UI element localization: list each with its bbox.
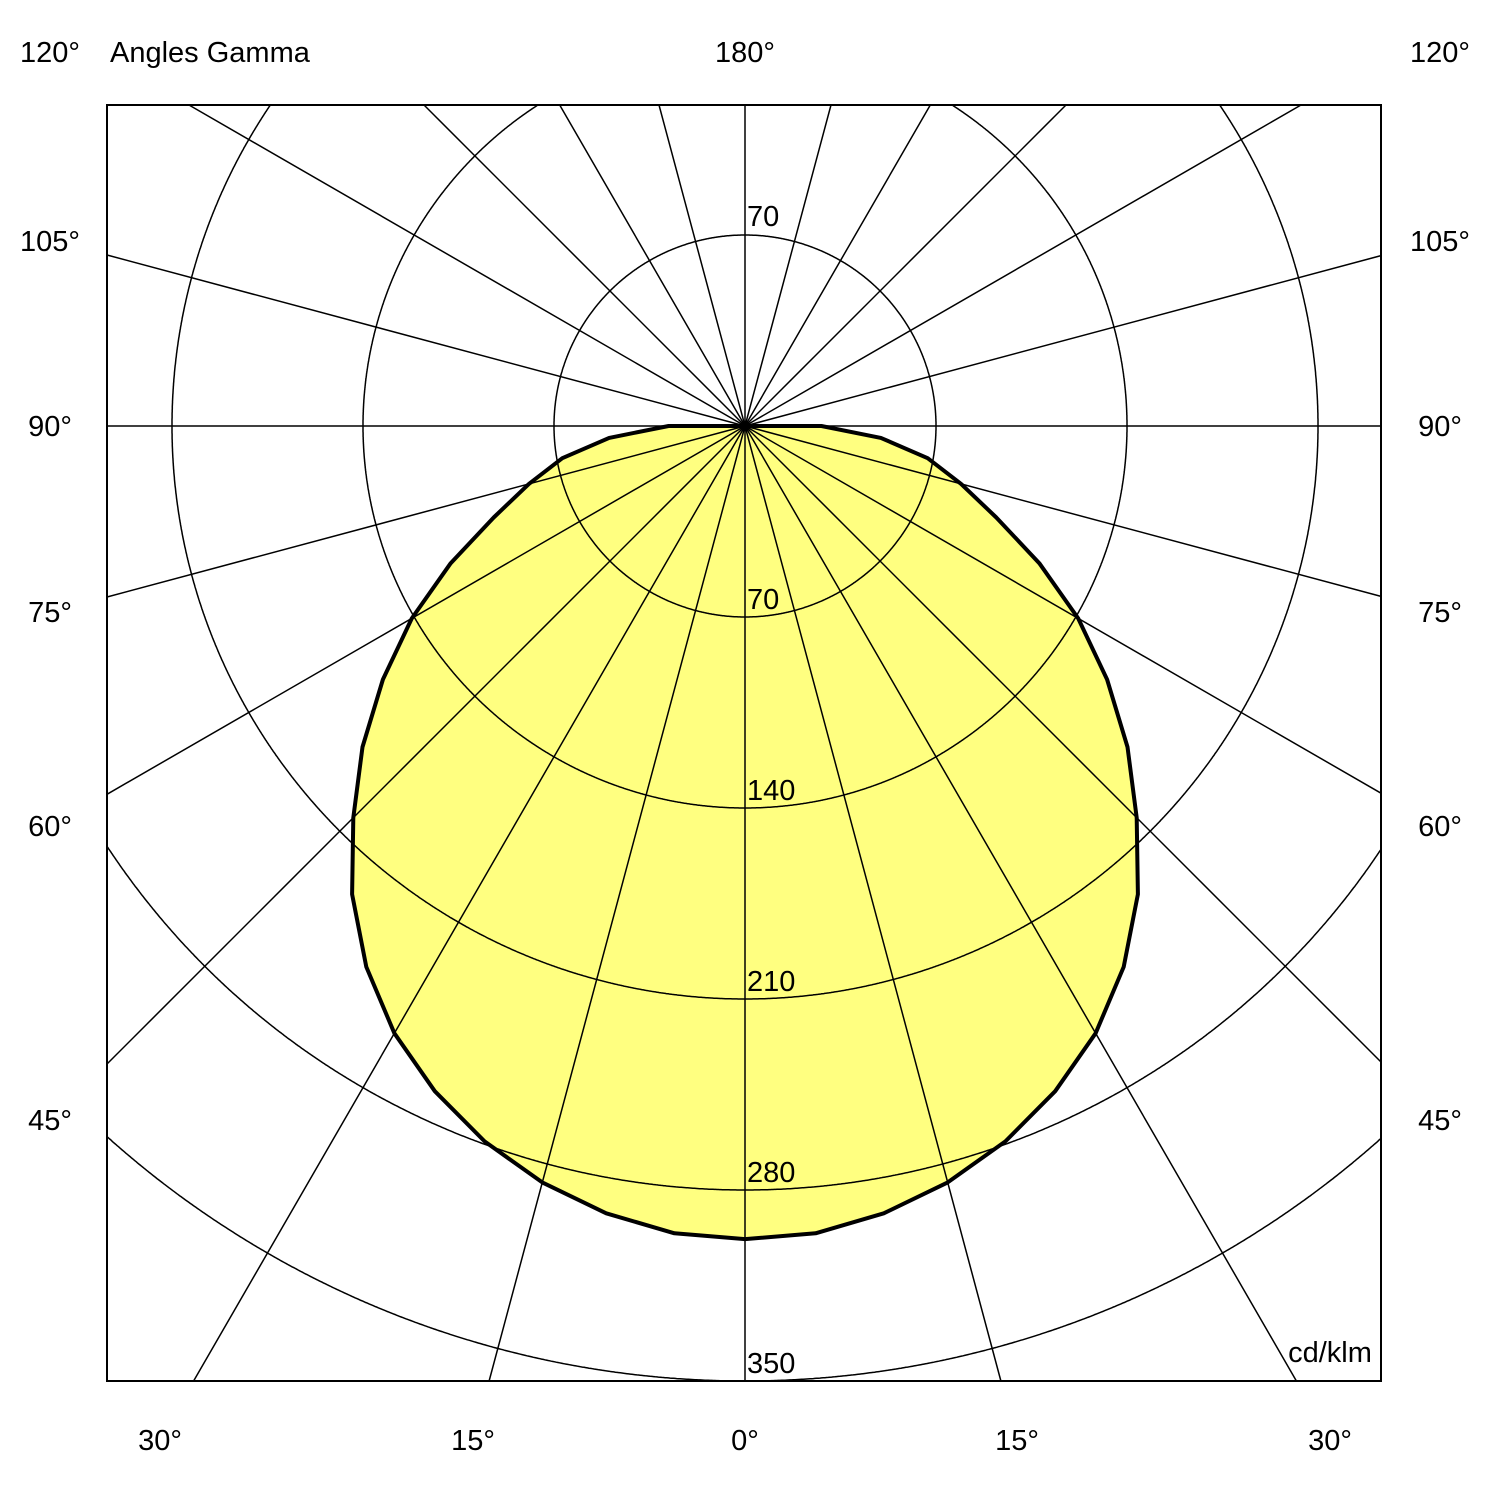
grid-radial: [744, 425, 1298, 1382]
ring-label: 350: [747, 1348, 795, 1380]
bottom-angle-label: 15°: [995, 1425, 1039, 1457]
grid-radial: [744, 425, 1382, 794]
bottom-angle-label: 0°: [731, 1425, 759, 1457]
grid-radial: [744, 104, 1302, 427]
ring-label: 210: [747, 966, 795, 998]
left-angle-label: 45°: [28, 1105, 72, 1137]
grid-radial: [559, 104, 746, 427]
grid-radial: [744, 104, 931, 427]
grid-radial: [192, 425, 746, 1382]
left-angle-label: 90°: [28, 411, 72, 443]
right-angle-label: 90°: [1418, 411, 1462, 443]
grid-ring: [106, 1136, 1381, 1382]
grid-radial: [744, 104, 1067, 427]
grid-radial: [106, 254, 746, 427]
ring-label: 140: [747, 775, 795, 807]
plot-frame: [106, 104, 1382, 1382]
left-angle-label: 120°: [20, 37, 80, 69]
right-angle-label: 120°: [1410, 37, 1470, 69]
grid-radial: [744, 425, 1382, 598]
grid-radial: [106, 425, 746, 795]
grid-radial: [188, 104, 746, 427]
ring-label: 70: [747, 584, 779, 616]
unit-label: cd/klm: [1288, 1337, 1372, 1369]
left-angle-label: 75°: [28, 597, 72, 629]
grid-radial: [658, 104, 746, 427]
ring-label: 280: [747, 1157, 795, 1189]
intensity-curve: [350, 424, 1140, 1242]
bottom-angle-label: 15°: [451, 1425, 495, 1457]
grid-radial: [106, 425, 746, 1065]
grid-ring: [106, 846, 1382, 1191]
grid-radial: [488, 425, 746, 1382]
grid-radial: [744, 425, 1382, 1063]
right-angle-label: 60°: [1418, 811, 1462, 843]
right-angle-label: 105°: [1410, 226, 1470, 258]
grid-radial: [106, 425, 746, 598]
right-angle-label: 75°: [1418, 597, 1462, 629]
chart-title: Angles Gamma: [110, 37, 311, 69]
top-ring-label: 70: [747, 201, 779, 233]
grid-radial: [423, 104, 746, 427]
left-angle-label: 105°: [20, 226, 80, 258]
grid-ring: [362, 104, 1128, 809]
bottom-angle-label: 30°: [1308, 1425, 1352, 1457]
bottom-angle-label: 30°: [138, 1425, 182, 1457]
grid-radial: [744, 425, 1002, 1382]
left-angle-label: 60°: [28, 811, 72, 843]
grid-radial: [744, 104, 832, 427]
grid-ring: [171, 105, 1319, 1000]
right-angle-label: 45°: [1418, 1105, 1462, 1137]
grid-radial: [744, 254, 1382, 427]
top-angle-label: 180°: [715, 37, 775, 69]
